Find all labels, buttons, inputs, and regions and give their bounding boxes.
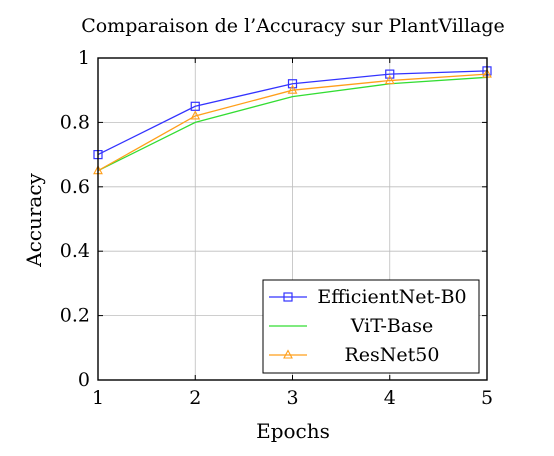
x-tick-label: 4: [384, 387, 396, 409]
x-tick-label: 2: [189, 387, 201, 409]
legend-label: EfficientNet-B0: [317, 286, 466, 308]
y-axis-label: Accuracy: [22, 172, 46, 267]
x-tick-label: 5: [481, 387, 493, 409]
x-tick-label: 3: [286, 387, 298, 409]
y-tick-label: 0.8: [60, 111, 90, 133]
y-tick-label: 0.6: [60, 176, 90, 198]
legend-label: ResNet50: [345, 344, 440, 366]
legend-label: ViT-Base: [350, 315, 433, 337]
y-tick-label: 1: [78, 47, 90, 69]
chart-title: Comparaison de l’Accuracy sur PlantVilla…: [81, 15, 505, 37]
y-tick-label: 0.2: [60, 305, 90, 327]
y-tick-label: 0: [78, 369, 90, 391]
x-axis-label: Epochs: [256, 419, 330, 443]
x-tick-label: 1: [92, 387, 104, 409]
y-tick-label: 0.4: [60, 240, 90, 262]
legend: EfficientNet-B0 ViT-Base ResNet50: [263, 280, 479, 373]
